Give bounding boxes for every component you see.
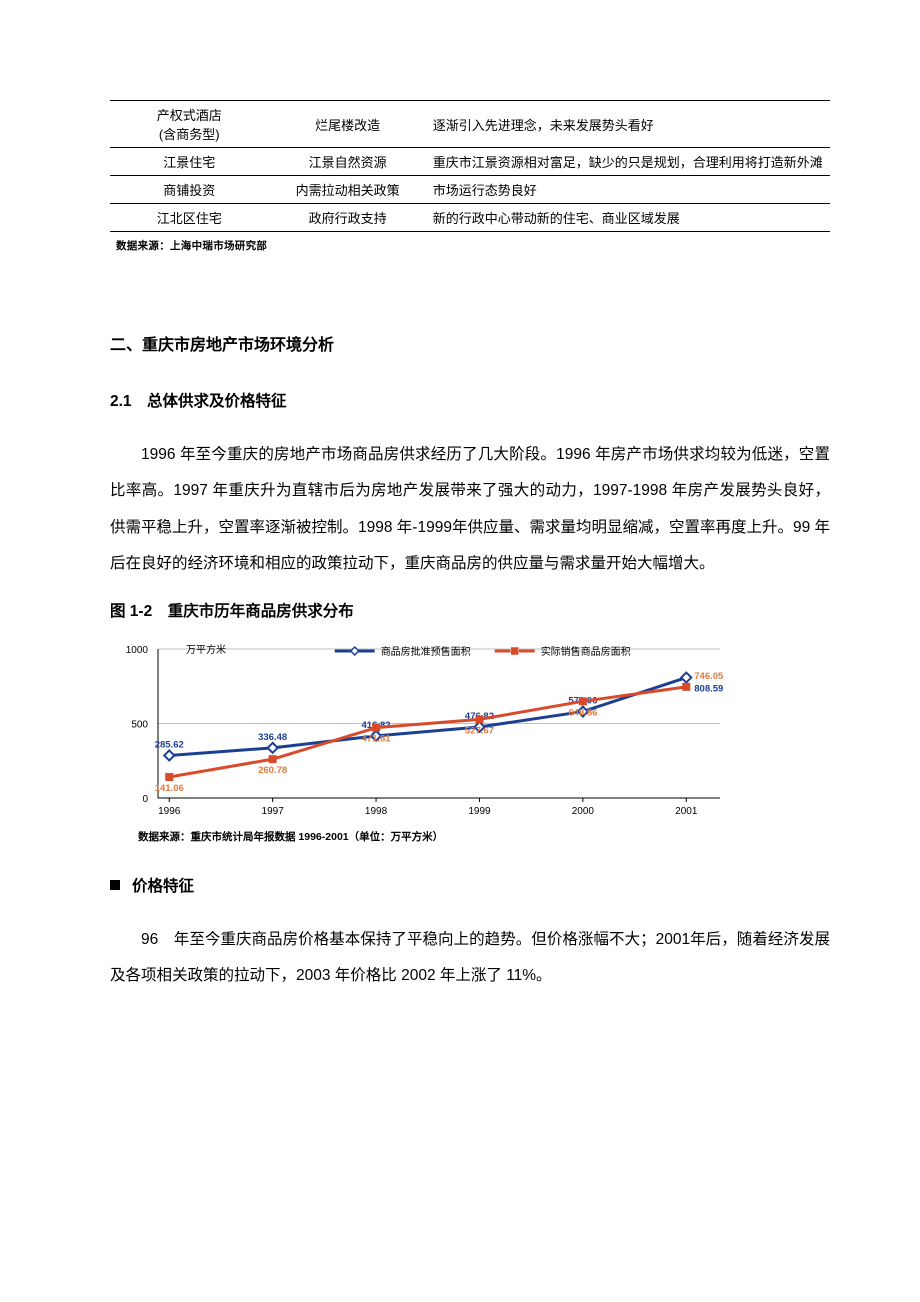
svg-text:746.05: 746.05: [694, 671, 724, 682]
table-row: 江北区住宅政府行政支持新的行政中心带动新的住宅、商业区域发展: [110, 204, 830, 232]
chart-title: 图 1-2 重庆市历年商品房供求分布: [110, 599, 830, 621]
price-feature-label: 价格特征: [132, 878, 194, 895]
section-heading: 二、重庆市房地产市场环境分析: [110, 331, 830, 355]
table-cell: 逐渐引入先进理念，未来发展势头看好: [427, 101, 830, 148]
table-cell: 市场运行态势良好: [427, 176, 830, 204]
svg-text:1000: 1000: [126, 645, 149, 656]
table-cell: 产权式酒店(含商务型): [110, 101, 268, 148]
svg-text:285.62: 285.62: [155, 739, 184, 750]
svg-text:1999: 1999: [468, 806, 491, 817]
svg-text:0: 0: [142, 794, 148, 805]
chart-source-note: 数据来源：重庆市统计局年报数据 1996-2001（单位：万平方米）: [138, 829, 830, 844]
body-paragraph-1: 1996 年至今重庆的房地产市场商品房供求经历了几大阶段。1996 年房产市场供…: [110, 437, 830, 583]
table-row: 商铺投资内需拉动相关政策市场运行态势良好: [110, 176, 830, 204]
svg-text:808.59: 808.59: [694, 683, 723, 694]
svg-text:1996: 1996: [158, 806, 181, 817]
svg-text:648.86: 648.86: [568, 707, 597, 718]
body-paragraph-2: 96 年至今重庆商品房价格基本保持了平稳向上的趋势。但价格涨幅不大；2001年后…: [110, 922, 830, 995]
svg-text:260.78: 260.78: [258, 765, 287, 776]
table-source-note: 数据来源：上海中瑞市场研究部: [116, 238, 830, 253]
svg-text:336.48: 336.48: [258, 732, 287, 743]
bullet-square-icon: [110, 880, 120, 890]
table-cell: 烂尾楼改造: [268, 101, 426, 148]
table-cell: 商铺投资: [110, 176, 268, 204]
table-cell: 政府行政支持: [268, 204, 426, 232]
document-page: 产权式酒店(含商务型)烂尾楼改造逐渐引入先进理念，未来发展势头看好江景住宅江景自…: [0, 0, 920, 1302]
table-cell: 新的行政中心带动新的住宅、商业区域发展: [427, 204, 830, 232]
svg-text:2000: 2000: [572, 806, 595, 817]
supply-demand-chart: 0 500 1000 万平方米 1996 1997 1998 1999 2000 2001 商品房批…: [110, 635, 830, 825]
table-cell: 内需拉动相关政策: [268, 176, 426, 204]
table-row: 产权式酒店(含商务型)烂尾楼改造逐渐引入先进理念，未来发展势头看好: [110, 101, 830, 148]
svg-text:527.67: 527.67: [465, 725, 494, 736]
svg-text:1998: 1998: [365, 806, 388, 817]
table-row: 江景住宅江景自然资源重庆市江景资源相对富足，缺少的只是规划，合理利用将打造新外滩: [110, 148, 830, 176]
svg-text:2001: 2001: [675, 806, 698, 817]
table-cell: 江景住宅: [110, 148, 268, 176]
table-cell: 江景自然资源: [268, 148, 426, 176]
subsection-heading: 2.1 总体供求及价格特征: [110, 389, 830, 411]
table-cell: 重庆市江景资源相对富足，缺少的只是规划，合理利用将打造新外滩: [427, 148, 830, 176]
svg-text:1997: 1997: [262, 806, 285, 817]
svg-text:实际销售商品房面积: 实际销售商品房面积: [541, 645, 631, 658]
category-table: 产权式酒店(含商务型)烂尾楼改造逐渐引入先进理念，未来发展势头看好江景住宅江景自…: [110, 100, 830, 232]
svg-text:万平方米: 万平方米: [186, 643, 226, 656]
price-feature-heading: 价格特征: [110, 874, 830, 896]
svg-text:500: 500: [131, 719, 148, 730]
svg-text:471.81: 471.81: [362, 733, 392, 744]
svg-text:商品房批准预售面积: 商品房批准预售面积: [381, 645, 471, 658]
table-cell: 江北区住宅: [110, 204, 268, 232]
svg-text:141.06: 141.06: [155, 783, 184, 794]
